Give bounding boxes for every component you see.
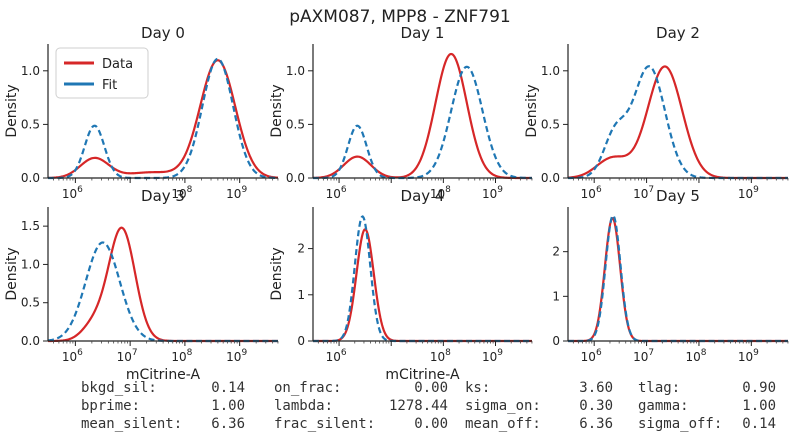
series-fit-line (48, 57, 279, 180)
stat-label: lambda: (274, 398, 333, 414)
stat-value: 0.90 (742, 380, 776, 396)
y-tick-label: 0.5 (541, 117, 560, 131)
y-tick-label: 1 (552, 289, 560, 303)
series-fit-line (568, 65, 788, 180)
stat-label: tlag: (638, 380, 680, 396)
y-tick-label: 0.0 (541, 171, 560, 185)
series-fit-line (47, 241, 278, 343)
stat-value: 0.14 (211, 380, 245, 396)
subplot-6: Day 5 0 1 2 106 107 108 109 (552, 187, 789, 364)
y-tick-label: 0.0 (21, 334, 40, 348)
x-tick-label: 108 (430, 348, 451, 364)
series-fit-line (568, 214, 788, 343)
y-axis-label: Density (269, 247, 285, 300)
series-data-line (313, 227, 532, 343)
stat-value: 6.36 (579, 416, 613, 432)
series-data-line (48, 226, 278, 343)
stat-label: bkgd_sil: (81, 380, 157, 396)
y-axis-label: Density (269, 84, 285, 137)
y-tick-label: 1.0 (286, 64, 305, 78)
y-tick-label: 1.0 (21, 64, 40, 78)
x-tick-label: 108 (171, 348, 192, 364)
y-tick-label: 0.0 (21, 171, 40, 185)
legend: Data Fit (55, 47, 149, 99)
stat-value: 1.00 (742, 398, 776, 414)
series-data-line (568, 216, 788, 343)
x-tick-label: 107 (633, 185, 654, 201)
stat-value: 3.60 (579, 380, 613, 396)
x-axis-label: mCitrine-A (385, 367, 460, 383)
x-tick-label: 106 (326, 348, 347, 364)
y-axis-label: Density (524, 84, 540, 137)
y-tick-label: 1.5 (21, 219, 40, 233)
x-tick-label: 108 (685, 348, 706, 364)
y-tick-label: 0.5 (286, 117, 305, 131)
y-tick-label: 1.0 (21, 257, 40, 271)
stat-label: bprime: (81, 398, 140, 414)
series-data-line (47, 59, 279, 179)
subplot-title: Day 4 (401, 187, 445, 205)
x-tick-label: 109 (738, 348, 759, 364)
series-fit-line (313, 65, 532, 180)
y-tick-label: 1.0 (541, 64, 560, 78)
y-tick-label: 2 (552, 245, 560, 259)
x-tick-label: 109 (482, 185, 503, 201)
y-axis-label: Density (4, 84, 20, 137)
x-axis-label: mCitrine-A (126, 367, 201, 383)
stat-label: sigma_off: (638, 416, 722, 432)
x-tick-label: 109 (226, 185, 247, 201)
subplot-title: Day 3 (141, 187, 185, 205)
stat-value: 6.36 (211, 416, 245, 432)
x-tick-label: 109 (738, 185, 759, 201)
stat-value: 0.00 (414, 416, 448, 432)
x-tick-label: 106 (62, 348, 83, 364)
legend-label-data: Data (102, 57, 133, 72)
subplot-title: Day 1 (401, 24, 445, 42)
stat-label: sigma_on: (465, 398, 541, 414)
stat-label: gamma: (638, 398, 689, 414)
stat-value: 0.00 (414, 380, 448, 396)
x-tick-label: 109 (226, 348, 247, 364)
stat-label: mean_silent: (81, 416, 182, 432)
x-tick-label: 106 (581, 185, 602, 201)
legend-label-fit: Fit (102, 78, 117, 93)
stat-value: 0.30 (579, 398, 613, 414)
subplot-grid: Day 0 0.0 0.5 1.0 106 108 109 Density Day 1 0.0 0.… (4, 24, 789, 383)
x-tick-label: 107 (633, 348, 654, 364)
y-tick-label: 0 (552, 334, 560, 348)
x-tick-label: 106 (326, 185, 347, 201)
series-fit-line (313, 215, 532, 343)
y-tick-label: 1 (297, 288, 305, 302)
x-tick-label: 106 (62, 185, 83, 201)
stat-label: ks: (465, 380, 490, 396)
series-data-line (312, 52, 532, 180)
subplot-title: Day 2 (656, 24, 700, 42)
stat-value: 1.00 (211, 398, 245, 414)
subplot-5: Day 4 0 1 2 106 108 109 Density mCitrine-A (269, 187, 533, 383)
subplot-4: Day 3 0.0 0.5 1.0 1.5 106 107 108 109 Density mCit… (4, 187, 279, 383)
y-axis-label: Density (4, 247, 20, 300)
y-tick-label: 0 (297, 334, 305, 348)
subplot-title: Day 0 (141, 24, 185, 42)
x-tick-label: 106 (581, 348, 602, 364)
x-tick-label: 107 (117, 348, 138, 364)
stat-label: on_frac: (274, 380, 341, 396)
stat-value: 1278.44 (389, 398, 448, 414)
subplot-title: Day 5 (656, 187, 700, 205)
y-tick-label: 0.0 (286, 171, 305, 185)
x-tick-label: 109 (482, 348, 503, 364)
series-data-line (567, 65, 788, 180)
stat-label: frac_silent: (274, 416, 375, 432)
parameter-table: bkgd_sil: 0.14 on_frac: 0.00 ks: 3.60 tlag: 0.9… (81, 380, 776, 432)
y-tick-label: 2 (297, 242, 305, 256)
y-tick-label: 0.5 (21, 117, 40, 131)
stat-value: 0.14 (742, 416, 776, 432)
subplot-3: Day 2 0.0 0.5 1.0 106 107 109 Density (524, 24, 789, 201)
stat-label: mean_off: (465, 416, 541, 432)
y-tick-label: 0.5 (21, 296, 40, 310)
figure-title: pAXM087, MPP8 - ZNF791 (289, 7, 511, 27)
